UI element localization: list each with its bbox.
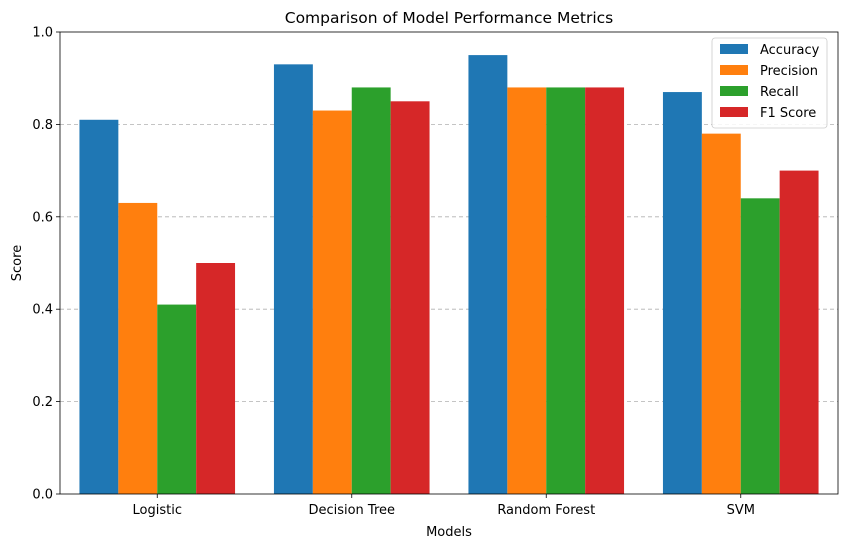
chart-title: Comparison of Model Performance Metrics (285, 9, 613, 27)
y-tick-label: 0.4 (32, 303, 53, 318)
legend-swatch-recall (720, 86, 748, 96)
legend-box (711, 37, 828, 129)
y-tick-label: 0.0 (32, 488, 53, 503)
x-tick-label: Decision Tree (308, 503, 395, 518)
bar-accuracy-svm (662, 92, 702, 494)
bar-precision-svm (701, 133, 741, 494)
legend-label-recall: Recall (760, 85, 799, 100)
bar-recall-logistic (157, 304, 197, 494)
legend-swatch-precision (720, 65, 748, 75)
x-tick-label: Logistic (133, 503, 182, 518)
legend-swatch-f1-score (720, 107, 748, 117)
bar-accuracy-random-forest (468, 55, 508, 494)
y-tick-label: 0.6 (32, 210, 53, 225)
bar-recall-random-forest (546, 87, 586, 494)
x-tick-label: Random Forest (497, 503, 595, 518)
legend-label-accuracy: Accuracy (760, 43, 820, 58)
bar-precision-random-forest (507, 87, 547, 494)
legend-label-precision: Precision (760, 64, 818, 79)
bar-recall-svm (740, 198, 780, 494)
bar-precision-logistic (118, 202, 158, 494)
bar-f1-score-logistic (196, 263, 236, 494)
legend-label-f1-score: F1 Score (760, 106, 816, 121)
bars (79, 55, 819, 495)
y-tick-label: 0.8 (32, 118, 53, 133)
y-tick-label: 1.0 (32, 26, 53, 41)
legend-swatch-accuracy (720, 44, 748, 54)
legend: Accuracy Precision Recall F1 Score (711, 37, 828, 129)
y-ticks: 0.0 0.2 0.4 0.6 0.8 1.0 (32, 26, 60, 503)
plot-frame (59, 31, 839, 495)
bar-precision-decision-tree (312, 110, 352, 494)
bar-accuracy-logistic (79, 119, 119, 494)
x-ticks: Logistic Decision Tree Random Forest SVM (133, 494, 755, 518)
x-tick-label: SVM (727, 503, 755, 518)
bar-f1-score-random-forest (585, 87, 625, 494)
bar-f1-score-svm (779, 170, 819, 494)
bar-recall-decision-tree (351, 87, 391, 494)
y-axis-label: Score (10, 245, 25, 281)
bar-accuracy-decision-tree (273, 64, 313, 494)
bar-f1-score-decision-tree (390, 101, 430, 495)
axes (59, 31, 839, 495)
x-axis-label: Models (426, 525, 472, 540)
y-tick-label: 0.2 (32, 395, 53, 410)
